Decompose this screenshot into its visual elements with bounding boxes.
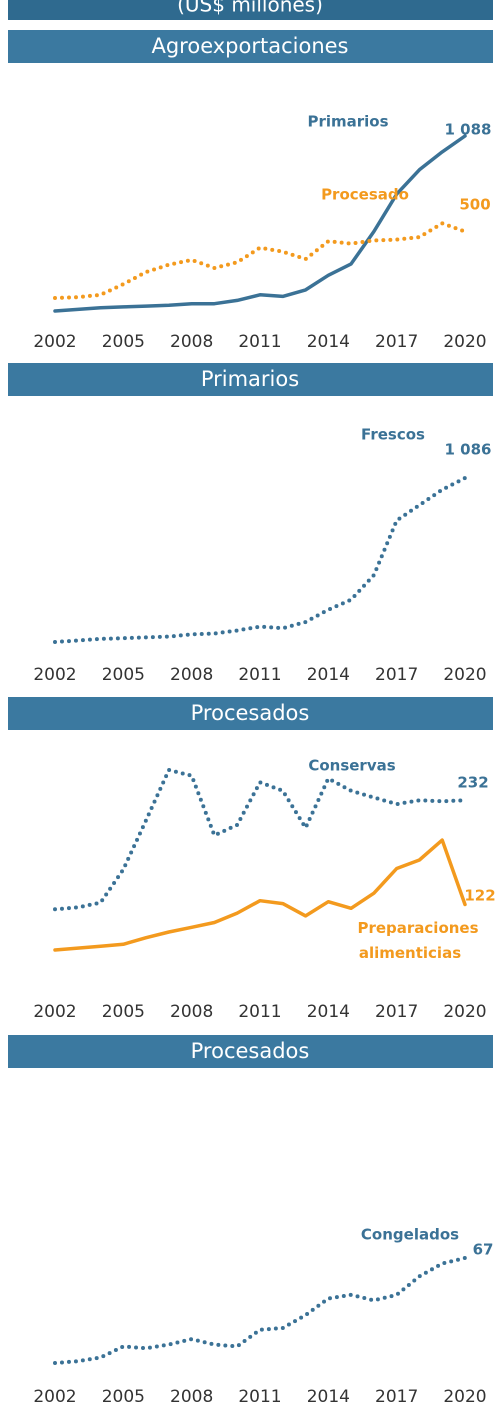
series-label: Procesado — [321, 186, 409, 204]
line — [53, 838, 467, 952]
x-tick-label: 2008 — [170, 665, 213, 685]
x-tick-label: 2014 — [307, 665, 350, 685]
panel-header — [8, 30, 493, 63]
x-tick-label: 2020 — [443, 665, 486, 685]
value-label: 1 088 — [445, 121, 492, 139]
value-label: 1 086 — [445, 441, 492, 459]
line — [53, 221, 467, 300]
x-tick-label: 2011 — [238, 665, 281, 685]
x-tick-label: 2005 — [102, 665, 145, 685]
x-tick-label: 2008 — [170, 332, 213, 352]
x-tick-label: 2020 — [443, 1387, 486, 1407]
series-label: Preparaciones alimenticias — [357, 919, 478, 962]
x-tick-label: 2008 — [170, 1387, 213, 1407]
panel-title: Procesados — [191, 701, 310, 725]
series-label: Conservas — [308, 757, 395, 775]
x-tick-label: 2011 — [238, 332, 281, 352]
x-tick-label: 2002 — [33, 665, 76, 685]
x-tick-label: 2011 — [238, 1002, 281, 1022]
line — [53, 1256, 467, 1365]
series-label: Frescos — [361, 426, 425, 444]
x-tick-label: 2002 — [33, 1002, 76, 1022]
x-tick-label: 2005 — [102, 1387, 145, 1407]
x-tick-label: 2014 — [307, 1387, 350, 1407]
series-label: Primarios — [307, 113, 388, 131]
x-tick-label: 2017 — [375, 1387, 418, 1407]
x-tick-label: 2017 — [375, 332, 418, 352]
value-label: 67 — [473, 1241, 494, 1259]
value-label: 122 — [464, 887, 495, 905]
panel-header — [8, 363, 493, 396]
panel-header — [8, 1035, 493, 1068]
x-tick-label: 2002 — [33, 332, 76, 352]
x-tick-label: 2005 — [102, 332, 145, 352]
x-tick-label: 2002 — [33, 1387, 76, 1407]
x-tick-label: 2017 — [375, 665, 418, 685]
x-tick-label: 2011 — [238, 1387, 281, 1407]
panel-title: Agroexportaciones — [151, 34, 348, 58]
x-tick-label: 2017 — [375, 1002, 418, 1022]
series-label: Congelados — [361, 1226, 459, 1244]
x-tick-label: 2014 — [307, 1002, 350, 1022]
value-label: 232 — [457, 774, 488, 792]
panel-title: Primarios — [201, 367, 299, 391]
x-tick-label: 2020 — [443, 332, 486, 352]
panel-title: Procesados — [191, 1039, 310, 1063]
line — [53, 134, 467, 313]
line — [53, 476, 467, 644]
x-tick-label: 2008 — [170, 1002, 213, 1022]
x-tick-label: 2005 — [102, 1002, 145, 1022]
header: (US$ millones) — [177, 0, 323, 17]
x-tick-label: 2020 — [443, 1002, 486, 1022]
line — [53, 768, 467, 912]
value-label: 500 — [459, 196, 490, 214]
header-strip — [8, 0, 493, 20]
x-tick-label: 2014 — [307, 332, 350, 352]
panel-header — [8, 697, 493, 730]
